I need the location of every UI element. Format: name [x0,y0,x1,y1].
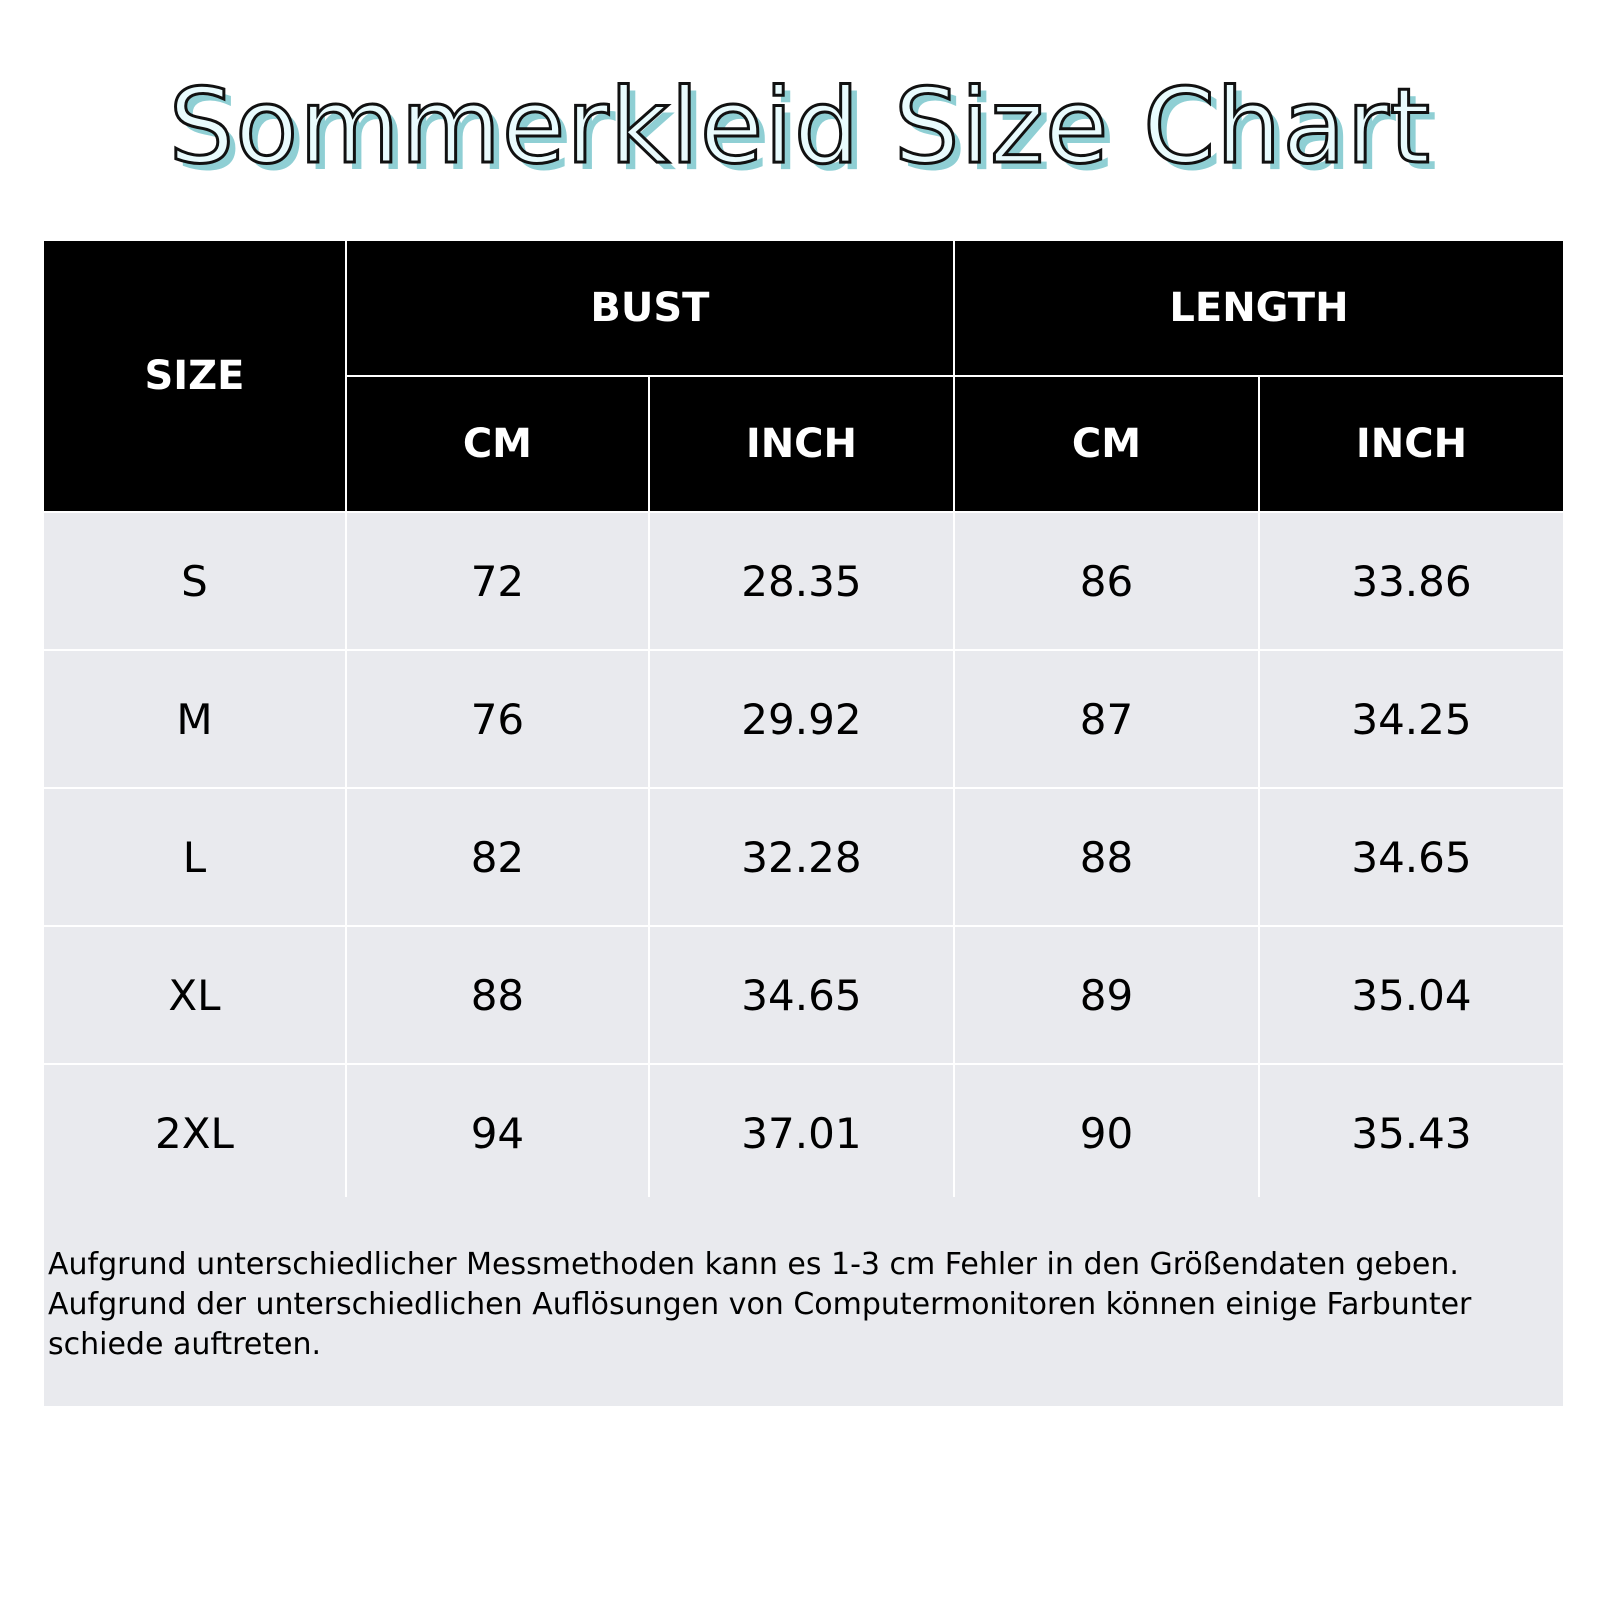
header-bust: BUST [344,241,955,377]
table-row: M 76 29.92 87 34.25 [44,649,1563,789]
table-row: L 82 32.28 88 34.65 [44,787,1563,927]
header-row-units: CM INCH CM INCH [44,375,1563,513]
cell-length-inch: 35.43 [1257,1063,1563,1203]
cell-bust-inch: 29.92 [647,649,955,789]
cell-bust-cm: 72 [344,511,650,651]
header-bust-inch: INCH [647,375,955,513]
disclaimer-line: Aufgrund der unterschiedlichen Auflösung… [48,1287,1472,1322]
cell-size: S [44,511,347,651]
cell-bust-inch: 37.01 [647,1063,955,1203]
header-length-inch: INCH [1257,375,1563,513]
cell-bust-cm: 94 [344,1063,650,1203]
cell-size: L [44,787,347,927]
cell-length-inch: 35.04 [1257,925,1563,1065]
header-size: SIZE [44,241,347,513]
cell-bust-inch: 28.35 [647,511,955,651]
cell-length-cm: 90 [952,1063,1260,1203]
cell-bust-cm: 82 [344,787,650,927]
cell-length-inch: 33.86 [1257,511,1563,651]
table-row: XL 88 34.65 89 35.04 [44,925,1563,1065]
cell-size: M [44,649,347,789]
cell-length-inch: 34.25 [1257,649,1563,789]
table-row: 2XL 94 37.01 90 35.43 [44,1063,1563,1203]
cell-bust-inch: 32.28 [647,787,955,927]
measurement-disclaimer: Aufgrund unterschiedlicher Messmethoden … [44,1197,1563,1406]
cell-bust-cm: 88 [344,925,650,1065]
cell-bust-inch: 34.65 [647,925,955,1065]
size-table: SIZE BUST LENGTH CM INCH CM INCH S 72 28… [44,241,1563,1203]
cell-length-cm: 89 [952,925,1260,1065]
cell-length-cm: 86 [952,511,1260,651]
cell-length-cm: 87 [952,649,1260,789]
header-bust-cm: CM [344,375,650,513]
cell-size: 2XL [44,1063,347,1203]
cell-size: XL [44,925,347,1065]
header-length: LENGTH [952,241,1563,377]
disclaimer-line: Aufgrund unterschiedlicher Messmethoden … [48,1247,1459,1282]
table-row: S 72 28.35 86 33.86 [44,511,1563,651]
cell-bust-cm: 76 [344,649,650,789]
page-title: Sommerkleid Size Chart [167,66,1432,189]
header-length-cm: CM [952,375,1260,513]
cell-length-cm: 88 [952,787,1260,927]
header-row-top: SIZE BUST LENGTH [44,241,1563,513]
cell-length-inch: 34.65 [1257,787,1563,927]
disclaimer-line: schiede auftreten. [48,1327,322,1362]
